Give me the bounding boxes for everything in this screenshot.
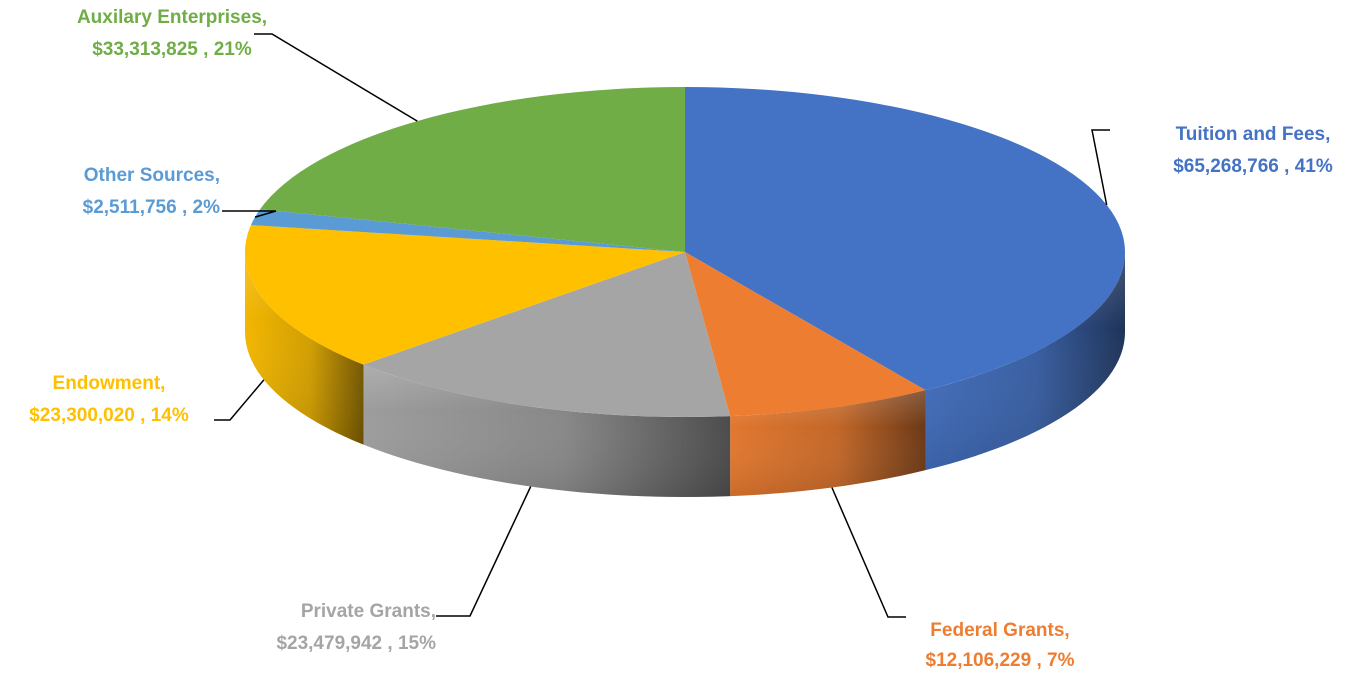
leader-line-auxilary-enterprises (254, 33, 418, 122)
data-label-value: $33,313,825 , 21% (92, 39, 252, 60)
pie-side-shade (925, 252, 1125, 471)
pie-side-shade (363, 364, 731, 497)
data-label-value: $12,106,229 , 7% (925, 650, 1075, 671)
data-label-value: $2,511,756 , 2% (82, 197, 220, 218)
pie-slice-endowment (245, 225, 685, 365)
data-label-tuition-and-fees: Tuition and Fees, $65,268,766 , 41% (1134, 119, 1372, 183)
pie-slice-other-sources (250, 209, 685, 252)
pie-slice-private-grants (363, 252, 731, 417)
data-label-name: Endowment, (52, 373, 166, 394)
leader-line-federal-grants (831, 487, 906, 618)
data-label-federal-grants: Federal Grants, $12,106,229 , 7% (890, 620, 1110, 677)
data-label-private-grants: Private Grants, $23,479,942 , 15% (220, 596, 436, 660)
pie-slice-auxilary-enterprises (260, 86, 685, 253)
pie-slice-tuition-and-fees (685, 87, 1125, 391)
data-label-name: Private Grants, (300, 601, 436, 622)
data-label-name: Other Sources, (83, 165, 220, 186)
data-label-auxilary-enterprises: Auxilary Enterprises, $33,313,825 , 21% (41, 2, 303, 66)
data-label-name: Tuition and Fees, (1175, 124, 1331, 145)
leader-line-other-sources (222, 210, 277, 218)
pie-slice-federal-grants (685, 252, 926, 417)
leader-line-endowment (214, 379, 265, 421)
data-label-endowment: Endowment, $23,300,020 , 14% (4, 368, 214, 432)
data-label-value: $23,479,942 , 15% (276, 633, 436, 654)
pie-sides (245, 252, 1125, 497)
leader-line-tuition-and-fees (1091, 129, 1110, 206)
pie-side-shade (730, 390, 926, 497)
data-label-value: $65,268,766 , 41% (1173, 156, 1333, 177)
data-label-value: $23,300,020 , 14% (29, 405, 189, 426)
data-label-other-sources: Other Sources, $2,511,756 , 2% (20, 160, 220, 224)
data-label-name: Federal Grants, (930, 620, 1070, 641)
leader-line-private-grants (436, 486, 532, 617)
pie-tops (245, 86, 1125, 417)
data-label-name: Auxilary Enterprises, (76, 7, 268, 28)
pie-leader-lines (214, 33, 1110, 618)
pie-side-shade (245, 252, 364, 445)
